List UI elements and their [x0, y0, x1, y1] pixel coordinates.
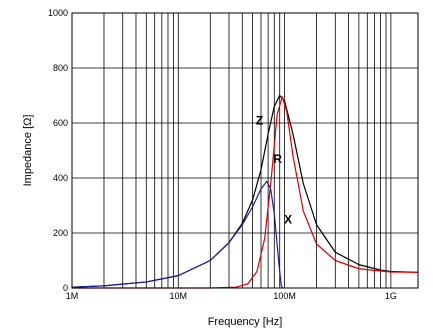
series-line-x [71, 180, 283, 289]
y-tick-label: 800 [53, 63, 68, 73]
x-axis-label: Frequency [Hz] [208, 316, 283, 328]
x-tick-label: 100M [273, 291, 296, 301]
y-tick-label: 600 [53, 118, 68, 128]
curve-annotations: Z R X [256, 113, 292, 226]
grid [72, 13, 418, 288]
y-tick-label: 0 [63, 283, 68, 293]
tick-labels: 1M 10M 100M 1G 0 200 400 600 800 1000 [48, 8, 397, 301]
y-tick-label: 1000 [48, 8, 68, 18]
series-line-r [72, 96, 419, 289]
x-tick-label: 1G [385, 291, 397, 301]
y-tick-label: 200 [53, 228, 68, 238]
curve-label-r: R [273, 152, 282, 166]
series-line-z [71, 94, 419, 288]
y-tick-label: 400 [53, 173, 68, 183]
plot-frame [71, 12, 419, 289]
y-axis-label: Impedance [Ω] [22, 115, 34, 187]
curve-label-x: X [284, 212, 292, 226]
curve-label-z: Z [256, 113, 263, 127]
x-tick-label: 1M [66, 291, 79, 301]
series-layer [71, 94, 419, 289]
x-tick-label: 10M [170, 291, 188, 301]
